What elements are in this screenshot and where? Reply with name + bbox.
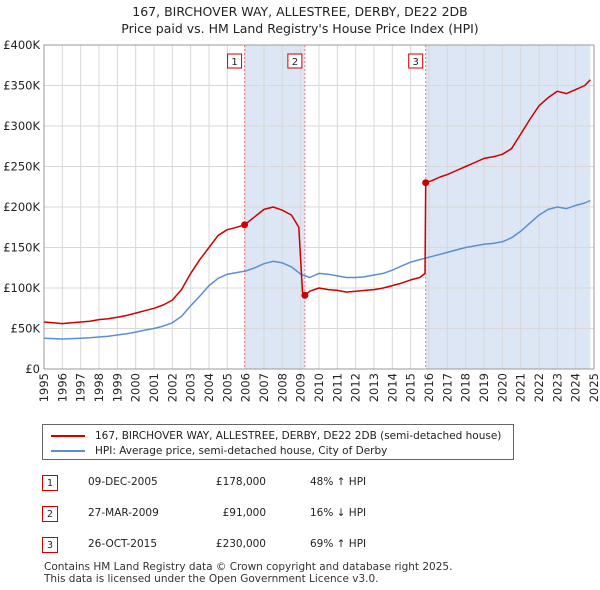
x-tick-label: 2025: [587, 373, 600, 402]
x-tick-label: 2001: [147, 373, 161, 402]
sale-point: [422, 179, 430, 187]
legend-item-hpi: HPI: Average price, semi-detached house,…: [51, 444, 387, 458]
sale-point: [241, 221, 249, 229]
plot-border: [43, 44, 595, 370]
transaction-price: £91,000: [222, 507, 266, 519]
legend-hpi-label: HPI: Average price, semi-detached house,…: [95, 445, 388, 457]
sale-marker-box: [408, 53, 424, 69]
y-tick-label: £400K: [3, 38, 40, 52]
transaction-date: 27-MAR-2009: [88, 507, 159, 519]
x-tick-label: 2016: [422, 373, 436, 402]
chart-subtitle: Price paid vs. HM Land Registry's House …: [121, 21, 479, 36]
transaction-price: £230,000: [215, 538, 266, 550]
transaction-price: £178,000: [215, 476, 266, 488]
x-tick-label: 2004: [202, 373, 216, 402]
sale-marker-box: [287, 53, 303, 69]
transaction-hpi-change: 16% ↓ HPI: [310, 507, 367, 519]
x-tick-label: 2011: [330, 373, 344, 402]
x-tick-label: 1998: [92, 373, 106, 402]
y-tick-label: £300K: [3, 119, 40, 133]
x-tick-label: 2021: [514, 373, 528, 402]
x-tick-label: 2012: [349, 373, 363, 402]
x-tick-label: 2018: [459, 373, 473, 402]
x-tick-label: 2023: [550, 373, 564, 402]
transaction-number-badge: 2: [42, 506, 58, 522]
transaction-number-badge: 3: [42, 537, 58, 553]
footer-licence: This data is licensed under the Open Gov…: [44, 573, 379, 585]
sale-marker-label: 1: [227, 53, 243, 69]
y-tick-label: £250K: [3, 160, 40, 174]
x-tick-label: 1996: [55, 373, 69, 402]
x-tick-label: 2003: [184, 373, 198, 402]
chart-legend: 167, BIRCHOVER WAY, ALLESTREE, DERBY, DE…: [42, 424, 514, 460]
transaction-hpi-change: 48% ↑ HPI: [310, 476, 367, 488]
x-tick-label: 2024: [569, 373, 583, 402]
y-tick-label: £150K: [3, 241, 40, 255]
y-tick-label: £200K: [3, 200, 40, 214]
sale-marker-number: 1: [231, 57, 237, 68]
x-tick-label: 2014: [385, 373, 399, 402]
legend-property-swatch: [51, 435, 85, 437]
sale-marker-box: [227, 53, 243, 69]
x-tick-label: 2013: [367, 373, 381, 402]
x-tick-label: 2006: [239, 373, 253, 402]
x-tick-label: 2017: [440, 373, 454, 402]
footer-copyright: Contains HM Land Registry data © Crown c…: [44, 561, 453, 573]
x-tick-label: 2002: [165, 373, 179, 402]
sale-marker-label: 2: [287, 53, 303, 69]
legend-hpi-swatch: [51, 450, 85, 452]
x-tick-label: 2010: [312, 373, 326, 402]
x-tick-label: 2000: [129, 373, 143, 402]
y-tick-label: £0: [25, 362, 40, 376]
sale-point: [301, 291, 309, 299]
y-tick-label: £350K: [3, 79, 40, 93]
x-tick-label: 1999: [110, 373, 124, 402]
sale-marker-number: 3: [413, 57, 419, 68]
property-price-line: [43, 79, 591, 325]
y-tick-label: £100K: [3, 281, 40, 295]
x-tick-label: 2019: [477, 373, 491, 402]
transaction-date: 09-DEC-2005: [88, 476, 158, 488]
x-tick-label: 2005: [220, 373, 234, 402]
sale-marker-number: 2: [292, 57, 298, 68]
sale-marker-label: 3: [408, 53, 424, 69]
legend-item-property: 167, BIRCHOVER WAY, ALLESTREE, DERBY, DE…: [51, 429, 501, 443]
transaction-date: 26-OCT-2015: [88, 538, 157, 550]
y-tick-label: £50K: [11, 322, 41, 336]
x-tick-label: 2009: [294, 373, 308, 402]
x-tick-label: 2022: [532, 373, 546, 402]
x-tick-label: 1997: [74, 373, 88, 402]
x-tick-label: 2020: [495, 373, 509, 402]
transaction-number-badge: 1: [42, 475, 58, 491]
x-tick-label: 2007: [257, 373, 271, 402]
price-chart: £0 £50K £100K £150K £200K £250K £300K £350K £400…: [3, 38, 600, 402]
hpi-line: [43, 199, 591, 340]
x-tick-label: 2008: [275, 373, 289, 402]
transaction-hpi-change: 69% ↑ HPI: [310, 538, 367, 550]
chart-title: 167, BIRCHOVER WAY, ALLESTREE, DERBY, DE…: [132, 4, 468, 19]
x-tick-label: 1995: [37, 373, 51, 402]
x-tick-label: 2015: [404, 373, 418, 402]
legend-property-label: 167, BIRCHOVER WAY, ALLESTREE, DERBY, DE…: [95, 430, 502, 442]
